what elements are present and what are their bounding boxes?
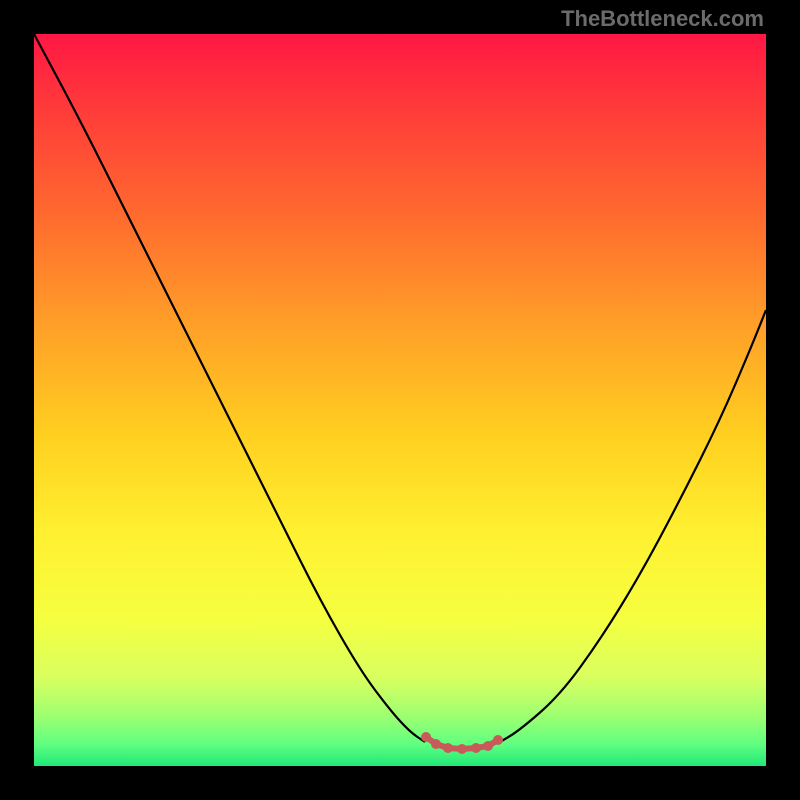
plot-area [34, 34, 766, 766]
valley-dot [471, 743, 481, 753]
right-curve [500, 310, 766, 742]
chart-container: TheBottleneck.com [0, 0, 800, 800]
valley-dot [421, 732, 431, 742]
valley-dot [431, 739, 441, 749]
valley-dot [457, 744, 467, 754]
valley-dot [443, 743, 453, 753]
valley-dot [483, 741, 493, 751]
left-curve [34, 34, 425, 742]
valley-dots [421, 732, 503, 754]
watermark-text: TheBottleneck.com [561, 6, 764, 32]
curves-overlay [0, 0, 800, 800]
valley-dot [493, 735, 503, 745]
